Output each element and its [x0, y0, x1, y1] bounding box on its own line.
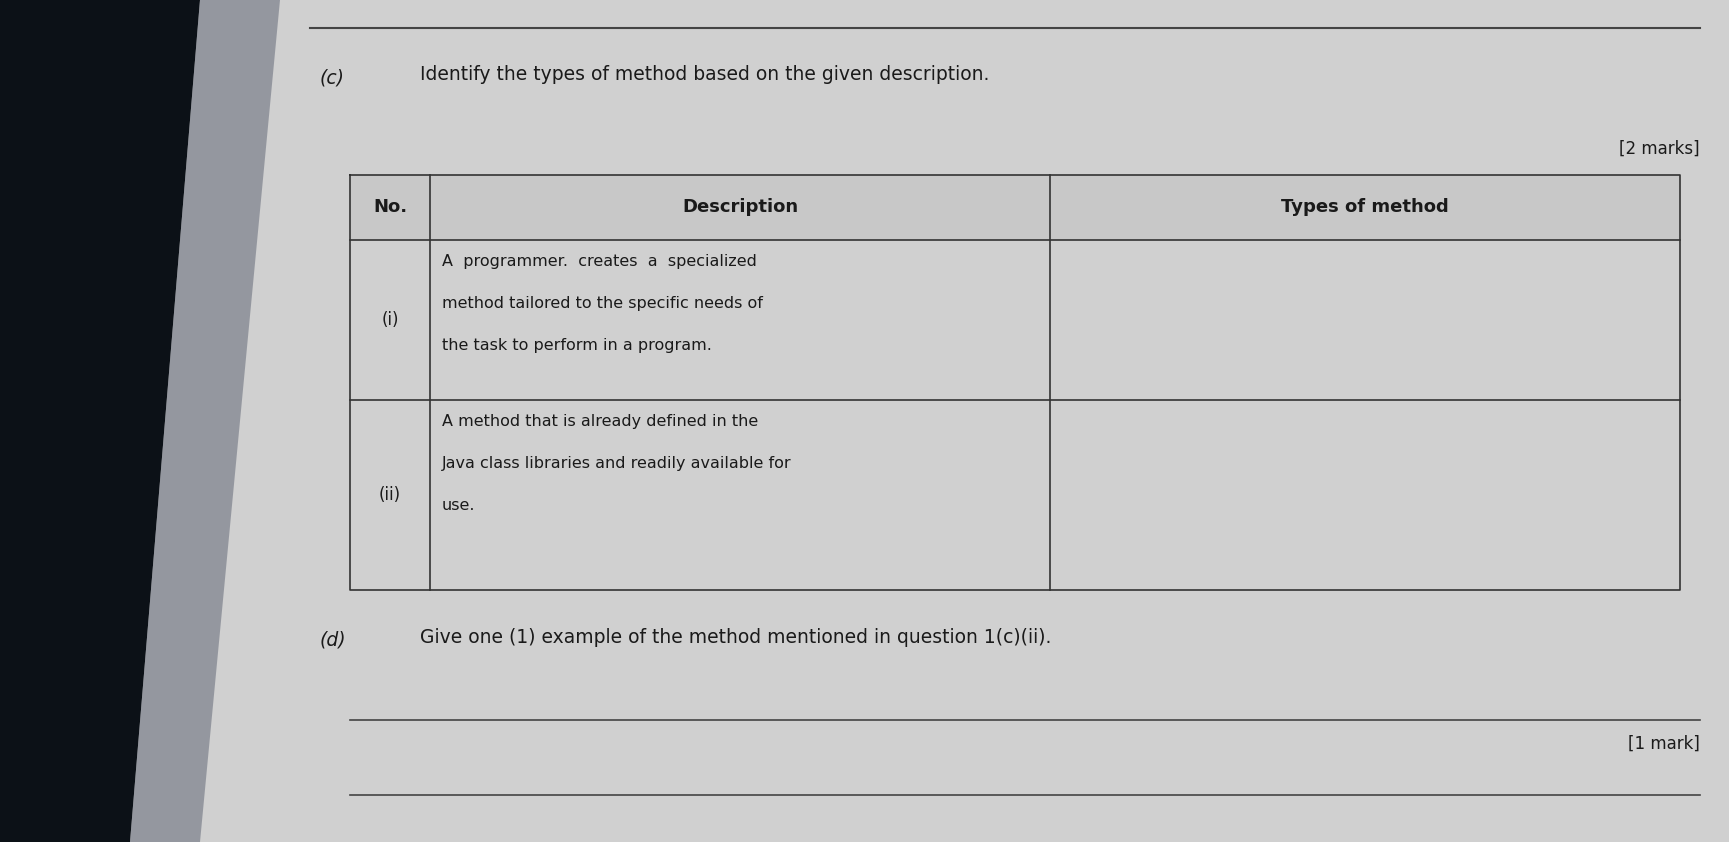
Text: (c): (c) — [320, 68, 346, 87]
Text: (d): (d) — [320, 630, 346, 649]
Text: (i): (i) — [382, 311, 399, 329]
Text: Description: Description — [681, 199, 799, 216]
Text: use.: use. — [443, 498, 475, 513]
Polygon shape — [130, 0, 280, 842]
Bar — [349, 175, 1681, 240]
Text: method tailored to the specific needs of: method tailored to the specific needs of — [443, 296, 762, 311]
Text: [1 mark]: [1 mark] — [1629, 735, 1700, 753]
Text: the task to perform in a program.: the task to perform in a program. — [443, 338, 712, 353]
Text: A  programmer.  creates  a  specialized: A programmer. creates a specialized — [443, 254, 757, 269]
Polygon shape — [0, 0, 201, 842]
Text: Identify the types of method based on the given description.: Identify the types of method based on th… — [420, 65, 989, 84]
Text: (ii): (ii) — [379, 486, 401, 504]
Text: Give one (1) example of the method mentioned in question 1(c)(ii).: Give one (1) example of the method menti… — [420, 628, 1051, 647]
Text: Types of method: Types of method — [1281, 199, 1449, 216]
Text: A method that is already defined in the: A method that is already defined in the — [443, 414, 759, 429]
Text: [2 marks]: [2 marks] — [1620, 140, 1700, 158]
Text: No.: No. — [373, 199, 406, 216]
Text: Java class libraries and readily available for: Java class libraries and readily availab… — [443, 456, 792, 471]
